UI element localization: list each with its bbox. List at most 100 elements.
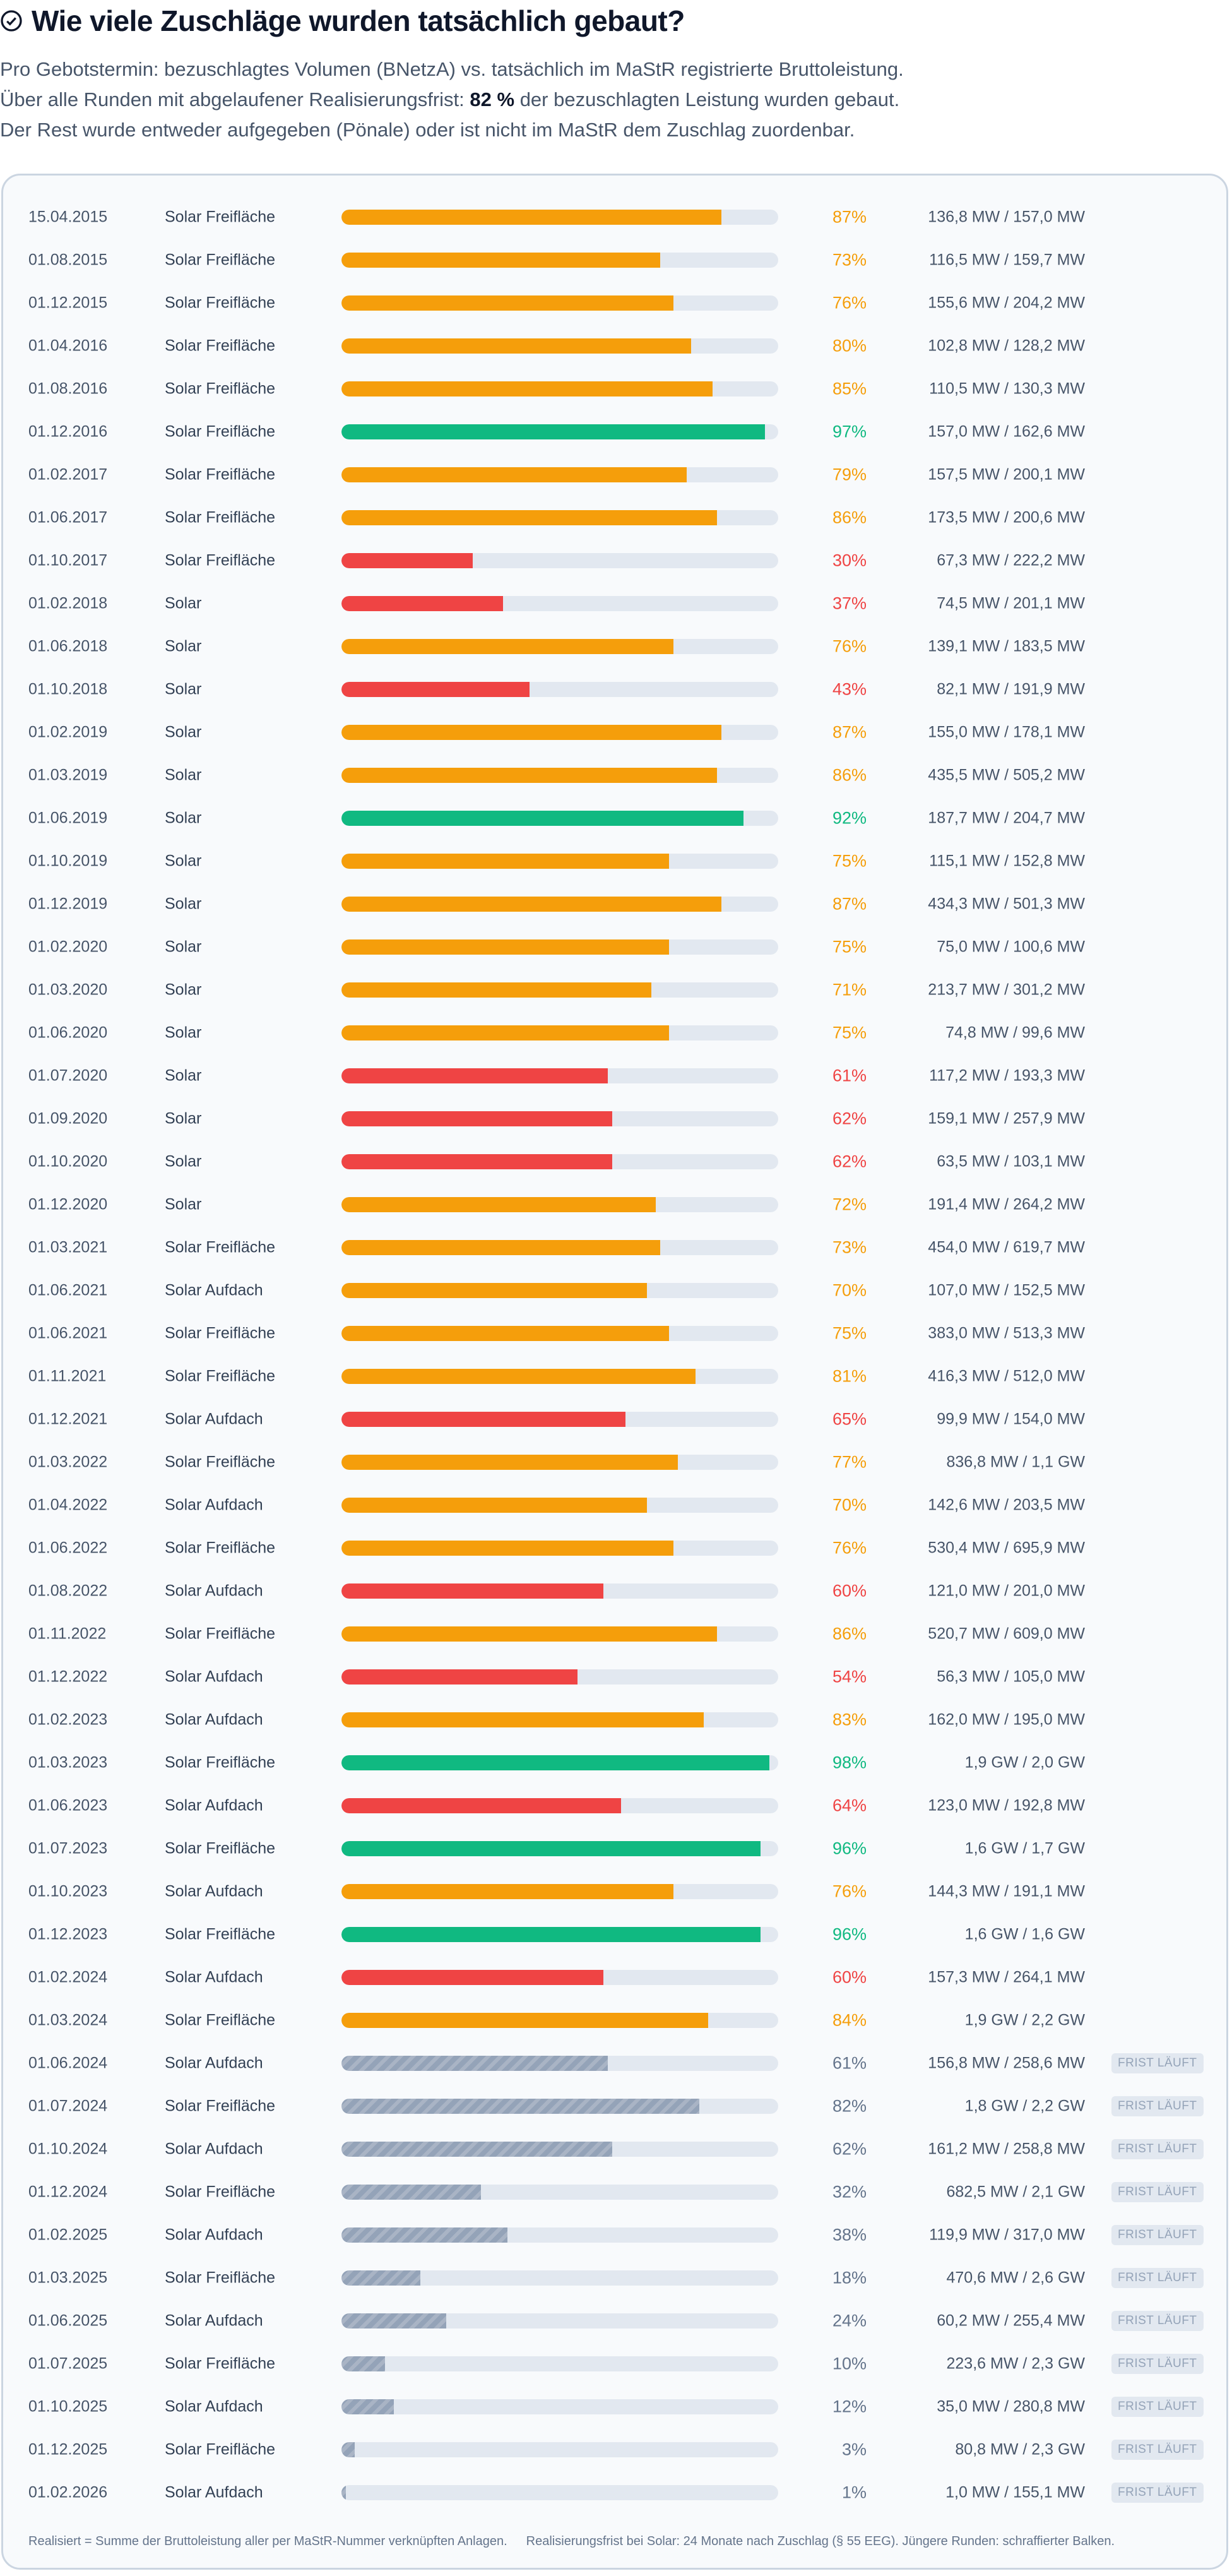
- row-type: Solar Freifläche: [165, 1925, 276, 1943]
- row-value: 142,6 MW / 203,5 MW: [928, 1496, 1085, 1514]
- chart-row: 01.03.2020 Solar 71% 213,7 MW / 301,2 MW: [3, 969, 1226, 1011]
- row-percent: 71%: [832, 980, 867, 999]
- row-type: Solar Freifläche: [165, 1539, 276, 1557]
- row-value: 80,8 MW / 2,3 GW: [955, 2440, 1085, 2459]
- chart-rows: 15.04.2015 Solar Freifläche 87% 136,8 MW / …: [3, 196, 1226, 2514]
- row-percent: 85%: [832, 379, 867, 398]
- row-date: 01.03.2019: [28, 766, 108, 784]
- row-type: Solar Aufdach: [165, 1968, 263, 1986]
- chart-row: 01.06.2021 Solar Freifläche 75% 383,0 MW / …: [3, 1312, 1226, 1355]
- row-value: 173,5 MW / 200,6 MW: [928, 508, 1085, 527]
- row-percent: 75%: [832, 1023, 867, 1042]
- bar-fill: [341, 811, 743, 826]
- bar-fill: [341, 2013, 709, 2028]
- row-value: 136,8 MW / 157,0 MW: [928, 208, 1085, 226]
- bar-track: [341, 2142, 778, 2157]
- description: Pro Gebotstermin: bezuschlagtes Volumen …: [0, 54, 904, 145]
- chart-row: 01.07.2023 Solar Freifläche 96% 1,6 GW / 1,…: [3, 1827, 1226, 1870]
- bar-fill: [341, 2442, 355, 2457]
- row-date: 01.06.2021: [28, 1281, 108, 1299]
- row-type: Solar: [165, 637, 202, 655]
- bar-fill: [341, 2270, 420, 2286]
- row-type: Solar: [165, 766, 202, 784]
- deadline-running-badge: FRIST LÄUFT: [1111, 2053, 1204, 2073]
- row-date: 01.10.2020: [28, 1152, 108, 1171]
- bar-fill: [341, 897, 722, 912]
- deadline-running-badge: FRIST LÄUFT: [1111, 2311, 1204, 2331]
- row-date: 01.10.2019: [28, 852, 108, 870]
- bar-fill: [341, 1798, 621, 1813]
- bar-track: [341, 2485, 778, 2500]
- row-date: 01.07.2020: [28, 1066, 108, 1085]
- row-value: 75,0 MW / 100,6 MW: [937, 938, 1085, 956]
- chart-row: 01.03.2021 Solar Freifläche 73% 454,0 MW / …: [3, 1226, 1226, 1269]
- row-type: Solar Freifläche: [165, 208, 276, 226]
- row-percent: 97%: [832, 422, 867, 441]
- row-percent: 60%: [832, 1967, 867, 1987]
- row-value: 56,3 MW / 105,0 MW: [937, 1667, 1085, 1686]
- row-type: Solar Freifläche: [165, 1453, 276, 1471]
- row-value: 836,8 MW / 1,1 GW: [946, 1453, 1085, 1471]
- row-percent: 65%: [832, 1409, 867, 1429]
- row-type: Solar Freifläche: [165, 422, 276, 441]
- bar-track: [341, 2356, 778, 2371]
- row-value: 63,5 MW / 103,1 MW: [937, 1152, 1085, 1171]
- bar-fill: [341, 1455, 678, 1470]
- bar-track: [341, 253, 778, 268]
- row-value: 115,1 MW / 152,8 MW: [929, 852, 1085, 870]
- row-date: 01.12.2021: [28, 1410, 108, 1428]
- row-type: Solar: [165, 723, 202, 741]
- bar-fill: [341, 295, 673, 311]
- bar-track: [341, 1412, 778, 1427]
- chart-row: 01.08.2016 Solar Freifläche 85% 110,5 MW / …: [3, 367, 1226, 410]
- row-type: Solar Freifläche: [165, 1238, 276, 1256]
- row-date: 01.06.2019: [28, 809, 108, 827]
- row-type: Solar: [165, 680, 202, 698]
- row-percent: 87%: [832, 207, 867, 227]
- row-value: 454,0 MW / 619,7 MW: [928, 1238, 1085, 1256]
- row-type: Solar Aufdach: [165, 1496, 263, 1514]
- chart-row: 01.02.2017 Solar Freifläche 79% 157,5 MW / …: [3, 453, 1226, 496]
- row-type: Solar Aufdach: [165, 2397, 263, 2416]
- bar-track: [341, 1025, 778, 1041]
- row-type: Solar: [165, 895, 202, 913]
- bar-fill: [341, 2142, 613, 2157]
- bar-fill: [341, 2056, 608, 2071]
- row-type: Solar: [165, 1152, 202, 1171]
- row-type: Solar Freifläche: [165, 379, 276, 398]
- bar-track: [341, 768, 778, 783]
- bar-fill: [341, 1927, 761, 1942]
- bar-fill: [341, 1498, 648, 1513]
- chart-row: 01.12.2023 Solar Freifläche 96% 1,6 GW / 1,…: [3, 1913, 1226, 1956]
- bar-track: [341, 424, 778, 439]
- row-percent: 3%: [841, 2440, 867, 2459]
- row-percent: 73%: [832, 1237, 867, 1257]
- chart-row: 01.04.2016 Solar Freifläche 80% 102,8 MW / …: [3, 325, 1226, 367]
- row-date: 01.12.2025: [28, 2440, 108, 2459]
- chart-row: 01.06.2018 Solar 76% 139,1 MW / 183,5 MW: [3, 625, 1226, 668]
- chart-row: 01.02.2026 Solar Aufdach 1% 1,0 MW / 155,1 …: [3, 2471, 1226, 2514]
- row-type: Solar Freifläche: [165, 508, 276, 527]
- row-percent: 82%: [832, 2096, 867, 2116]
- row-date: 01.06.2025: [28, 2311, 108, 2330]
- bar-track: [341, 1841, 778, 1856]
- row-type: Solar: [165, 981, 202, 999]
- row-value: 110,5 MW / 130,3 MW: [929, 379, 1085, 398]
- row-value: 1,8 GW / 2,2 GW: [964, 2097, 1085, 2115]
- bar-track: [341, 1283, 778, 1298]
- row-date: 01.06.2022: [28, 1539, 108, 1557]
- row-value: 99,9 MW / 154,0 MW: [937, 1410, 1085, 1428]
- chart-row: 01.10.2024 Solar Aufdach 62% 161,2 MW / 258…: [3, 2128, 1226, 2171]
- row-value: 156,8 MW / 258,6 MW: [928, 2054, 1085, 2072]
- row-date: 01.10.2023: [28, 1882, 108, 1900]
- bar-fill: [341, 2399, 394, 2414]
- row-value: 470,6 MW / 2,6 GW: [946, 2269, 1085, 2287]
- bar-track: [341, 1755, 778, 1770]
- row-type: Solar Freifläche: [165, 2183, 276, 2201]
- row-percent: 83%: [832, 1710, 867, 1729]
- row-type: Solar Freifläche: [165, 1367, 276, 1385]
- bar-track: [341, 1927, 778, 1942]
- row-date: 01.02.2018: [28, 594, 108, 612]
- row-date: 01.08.2022: [28, 1582, 108, 1600]
- row-value: 162,0 MW / 195,0 MW: [928, 1710, 1085, 1729]
